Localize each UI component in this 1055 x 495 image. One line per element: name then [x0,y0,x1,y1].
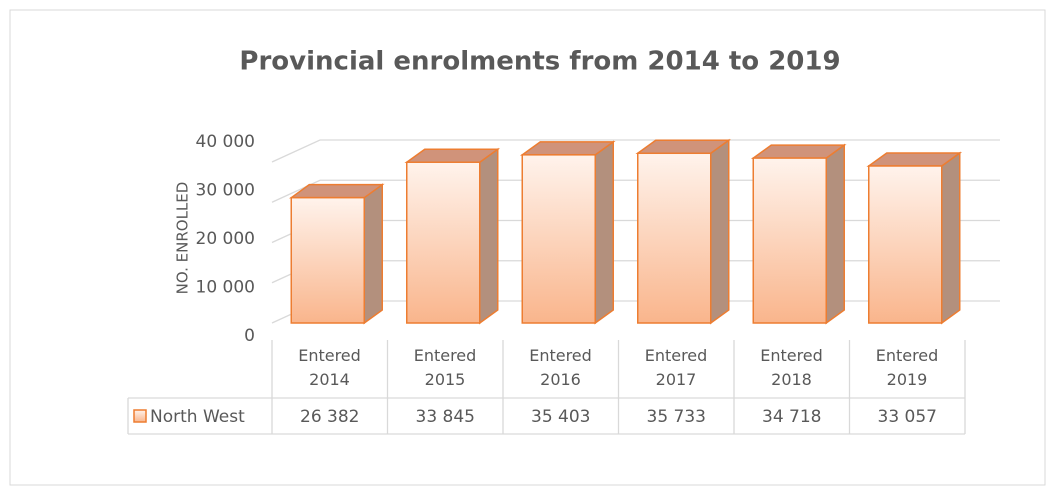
y-tick-label: 40 000 [196,132,255,152]
grid-line [271,139,1000,163]
bar-side [710,138,730,325]
chart-title: Provincial enrolments from 2014 to 2019 [239,47,840,77]
bar-side [825,143,845,325]
x-tick-label: Entered 2014 [298,346,361,389]
y-axis-title: NO. ENROLLED [174,182,192,295]
x-tick-label-box: Entered 2019 [850,344,965,392]
bar [521,154,596,324]
data-label: 34 718 [762,407,821,427]
legend-label: North West [150,407,245,427]
bar [290,196,365,324]
x-tick-label-box: Entered 2018 [734,344,849,392]
bar [406,161,481,324]
legend-swatch [133,409,147,423]
bar-side [363,183,383,325]
bar-side [941,151,961,325]
x-tick-label: Entered 2015 [413,346,477,389]
data-label: 26 382 [300,407,359,427]
bar [637,152,712,324]
y-tick-label: 20 000 [196,229,255,249]
x-tick-label-box: Entered 2016 [503,344,618,392]
x-tick-label: Entered 2019 [875,346,939,389]
y-tick-label: 10 000 [196,278,255,298]
bar-side [479,147,499,325]
x-tick-label-box: Entered 2014 [272,344,387,392]
data-label: 33 845 [416,407,475,427]
data-label: 35 403 [531,407,590,427]
x-tick-label: Entered 2018 [760,346,823,389]
x-tick-label: Entered 2017 [644,346,708,389]
bar [752,157,827,324]
x-tick-label: Entered 2016 [529,346,592,389]
bar [868,165,943,324]
x-tick-label-box: Entered 2015 [388,344,503,392]
y-tick-label: 30 000 [196,181,255,201]
y-tick-label: 0 [244,326,255,346]
data-label: 35 733 [647,407,706,427]
data-label: 33 057 [878,407,937,427]
x-tick-label-box: Entered 2017 [619,344,734,392]
bar-side [594,140,614,325]
